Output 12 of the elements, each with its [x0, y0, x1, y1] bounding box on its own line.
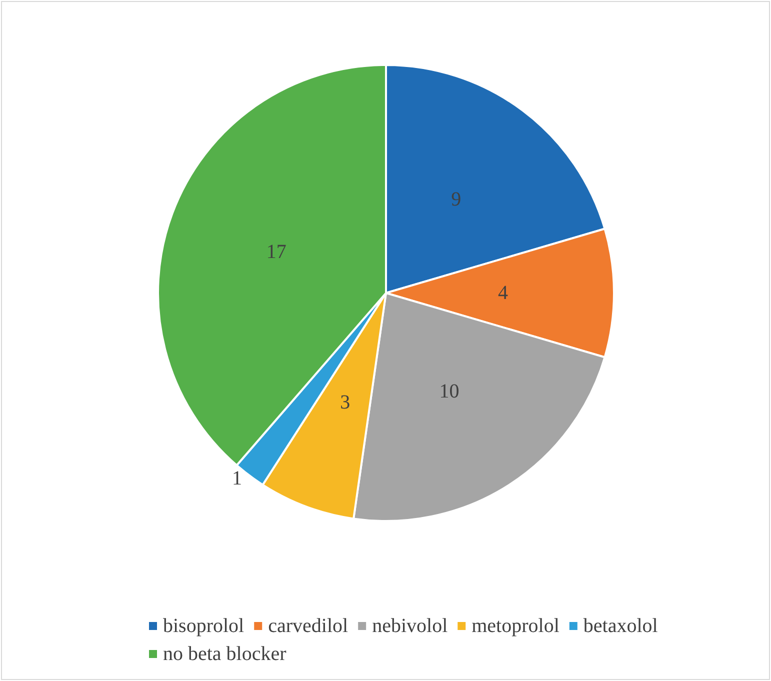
data-label: 3 — [340, 392, 350, 414]
data-label: 4 — [498, 282, 508, 304]
data-label: 9 — [451, 188, 462, 210]
legend-label: no beta blocker — [163, 643, 287, 665]
legend-label: metoprolol — [472, 615, 560, 637]
data-label: 17 — [266, 241, 286, 264]
legend-label: betaxolol — [583, 615, 658, 637]
legend-label: bisoprolol — [163, 615, 245, 637]
data-label: 10 — [439, 380, 460, 402]
legend-label: nebivolol — [372, 615, 448, 637]
data-label: 1 — [232, 468, 242, 490]
legend-label: carvedilol — [268, 615, 349, 637]
